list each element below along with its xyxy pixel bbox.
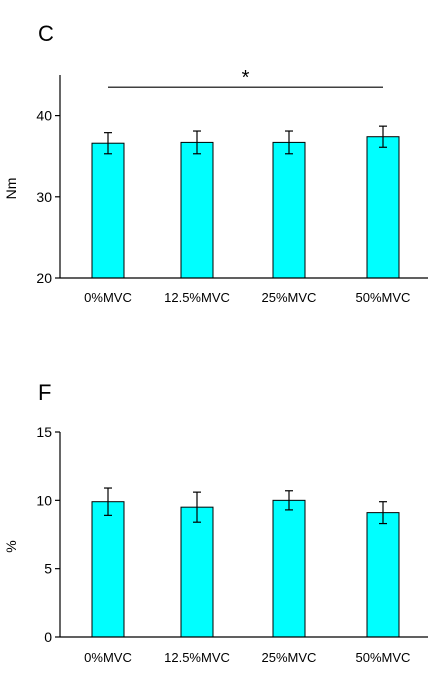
category-label: 50%MVC bbox=[356, 650, 411, 665]
bar bbox=[180, 141, 214, 279]
bar bbox=[366, 136, 400, 279]
y-tick-label: 5 bbox=[44, 561, 52, 577]
category-label: 12.5%MVC bbox=[164, 290, 230, 305]
y-tick-label: 30 bbox=[36, 189, 52, 205]
panel-c: C 0%MVC 12.5%MVC 25%MVC 50%MVC 20 30 40 Nm * bbox=[3, 21, 428, 305]
bar bbox=[366, 512, 400, 638]
bar bbox=[180, 506, 214, 638]
category-label: 0%MVC bbox=[84, 650, 132, 665]
y-tick-label: 0 bbox=[44, 629, 52, 645]
y-tick-label: 40 bbox=[36, 108, 52, 124]
panel-label: C bbox=[38, 21, 54, 46]
category-label: 50%MVC bbox=[356, 290, 411, 305]
bar bbox=[272, 499, 306, 638]
y-tick-label: 20 bbox=[36, 270, 52, 286]
bar bbox=[91, 501, 125, 638]
category-label: 25%MVC bbox=[262, 650, 317, 665]
y-tick-label: 15 bbox=[36, 424, 52, 440]
category-label: 0%MVC bbox=[84, 290, 132, 305]
significance-mark: * bbox=[242, 67, 250, 89]
y-axis-title: Nm bbox=[3, 178, 19, 200]
category-label: 25%MVC bbox=[262, 290, 317, 305]
y-tick-label: 10 bbox=[36, 492, 52, 508]
category-label: 12.5%MVC bbox=[164, 650, 230, 665]
panel-f: F 0%MVC 12.5%MVC 25%MVC 50%MVC 0 5 10 15% bbox=[3, 380, 428, 665]
bar bbox=[91, 142, 125, 279]
panel-label: F bbox=[38, 380, 51, 405]
bar bbox=[272, 141, 306, 279]
y-axis-title: % bbox=[3, 540, 19, 552]
